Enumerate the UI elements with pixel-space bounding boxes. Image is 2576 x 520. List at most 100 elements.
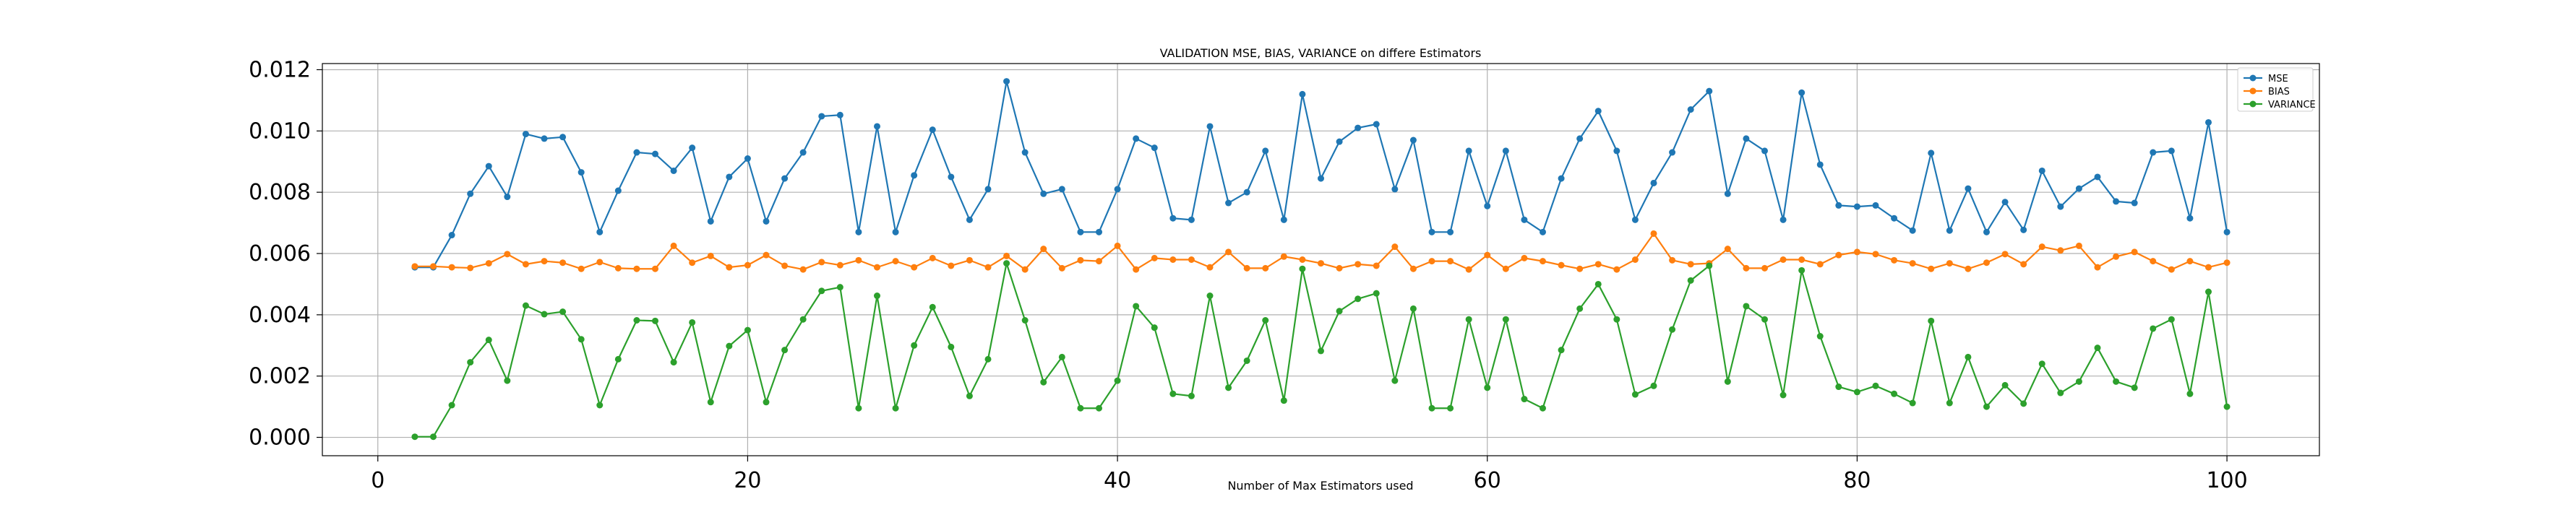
data-point-variance [1558, 347, 1565, 354]
data-point-variance [2057, 389, 2064, 396]
data-point-bias [1576, 265, 1584, 272]
data-point-variance [1502, 316, 1509, 323]
data-point-mse [2038, 167, 2045, 174]
data-point-variance [670, 359, 677, 366]
data-point-variance [1040, 378, 1047, 386]
data-point-variance [2020, 400, 2027, 407]
data-point-bias [2057, 247, 2064, 254]
data-point-bias [2186, 258, 2194, 265]
data-point-bias [1040, 246, 1047, 253]
data-point-mse [2205, 118, 2212, 126]
data-point-bias [2094, 264, 2101, 271]
data-point-mse [1983, 228, 1990, 235]
data-point-mse [2131, 199, 2138, 207]
data-point-mse [2113, 198, 2120, 205]
data-point-bias [1003, 252, 1010, 259]
data-point-variance [1354, 295, 1362, 303]
y-tick-label: 0.010 [249, 118, 311, 144]
data-point-mse [948, 173, 955, 181]
data-point-variance [614, 355, 622, 363]
data-point-variance [467, 359, 474, 366]
data-point-bias [1669, 256, 1676, 264]
x-tick-label: 0 [371, 468, 385, 493]
data-point-mse [652, 150, 658, 157]
data-point-bias [966, 256, 973, 264]
data-point-mse [984, 186, 992, 193]
data-point-variance [1613, 316, 1620, 323]
data-point-variance [1853, 389, 1860, 396]
x-axis-ticks: 0 20 40 60 80 100 [371, 456, 2248, 493]
data-point-bias [1021, 266, 1029, 273]
y-tick-label: 0.000 [249, 425, 311, 451]
data-point-mse [1631, 216, 1639, 223]
legend-marker-variance [2249, 100, 2257, 108]
data-point-bias [596, 259, 604, 266]
data-point-bias [1465, 266, 1472, 273]
data-point-bias [1928, 265, 1935, 272]
data-point-bias [2113, 253, 2120, 260]
data-point-variance [2075, 378, 2082, 385]
data-point-variance [541, 311, 548, 318]
data-point-bias [726, 264, 733, 271]
data-point-bias [467, 264, 474, 272]
data-point-bias [541, 258, 548, 265]
data-point-variance [799, 316, 807, 323]
data-point-bias [1816, 261, 1824, 268]
data-point-mse [1706, 87, 1713, 95]
data-point-mse [2168, 147, 2175, 155]
data-point-variance [855, 404, 862, 412]
data-point-mse [1299, 90, 1306, 98]
data-point-variance [1965, 353, 1972, 360]
data-point-mse [1151, 144, 1158, 152]
data-point-variance [781, 347, 789, 354]
data-point-variance [929, 303, 936, 311]
data-point-variance [1336, 308, 1343, 315]
data-point-variance [1928, 317, 1935, 324]
data-point-variance [984, 355, 992, 363]
data-point-mse [1206, 123, 1214, 130]
data-point-mse [2094, 173, 2101, 181]
data-point-bias [689, 259, 696, 266]
series-mse [411, 78, 2231, 271]
data-point-mse [1724, 190, 1731, 197]
data-point-bias [411, 263, 418, 270]
y-axis-ticks: 0.000 0.002 0.004 0.006 0.008 0.010 0.012 [249, 57, 322, 451]
data-point-variance [1391, 377, 1399, 384]
data-point-variance [2038, 360, 2045, 368]
data-point-bias [430, 263, 437, 270]
data-point-bias [744, 261, 751, 269]
data-point-mse [1040, 190, 1047, 197]
data-point-variance [1983, 403, 1990, 410]
data-point-mse [2075, 185, 2082, 192]
plot-frame [322, 63, 2320, 456]
data-point-bias [1724, 246, 1731, 253]
series-variance [411, 260, 2231, 441]
data-point-bias [1558, 261, 1565, 269]
data-point-mse [799, 149, 807, 156]
data-point-mse [1669, 149, 1676, 156]
data-point-variance [1409, 305, 1417, 312]
data-point-bias [818, 259, 825, 266]
data-point-variance [1280, 397, 1287, 404]
data-point-bias [1114, 242, 1121, 249]
data-point-variance [578, 336, 585, 343]
data-point-variance [2001, 381, 2009, 389]
data-point-mse [855, 228, 862, 235]
data-point-bias [1743, 264, 1750, 272]
data-point-bias [874, 264, 880, 271]
data-point-bias [1096, 258, 1102, 265]
data-point-bias [1151, 254, 1158, 261]
data-point-mse [1779, 216, 1787, 223]
data-point-bias [836, 261, 843, 269]
data-point-bias [2223, 259, 2231, 266]
data-point-variance [1743, 303, 1750, 310]
data-point-bias [2205, 264, 2212, 271]
data-point-mse [670, 167, 677, 174]
data-point-mse [1409, 136, 1417, 144]
data-point-bias [2001, 251, 2009, 258]
data-point-mse [614, 187, 622, 194]
data-point-variance [1206, 292, 1214, 300]
data-point-variance [411, 433, 418, 441]
data-point-bias [1318, 260, 1324, 267]
